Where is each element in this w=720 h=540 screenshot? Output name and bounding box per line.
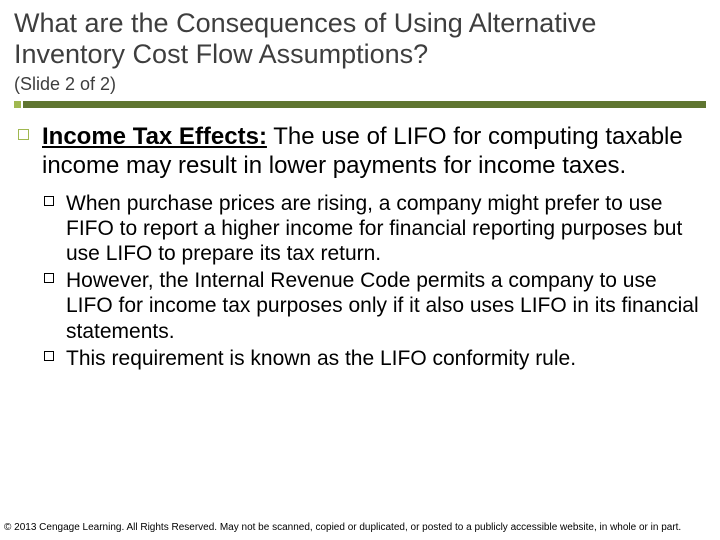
slide-subtitle: (Slide 2 of 2) xyxy=(14,74,706,95)
square-bullet-icon xyxy=(44,273,54,283)
l2-lead: However, xyxy=(66,269,154,292)
bullet-level2-group: When purchase prices are rising, a compa… xyxy=(42,191,700,371)
l1-lead: Income Tax Effects: xyxy=(42,123,267,150)
square-bullet-icon xyxy=(18,129,29,140)
l2-rest: purchase prices are rising, a company mi… xyxy=(66,192,682,265)
l2-lead: When xyxy=(66,192,121,215)
square-bullet-icon xyxy=(44,351,54,361)
copyright-footer: © 2013 Cengage Learning. All Rights Rese… xyxy=(4,522,716,534)
slide: What are the Consequences of Using Alter… xyxy=(0,0,720,540)
accent-square xyxy=(14,101,21,108)
accent-bar xyxy=(14,101,706,108)
slide-body: Income Tax Effects: The use of LIFO for … xyxy=(14,122,706,371)
bullet-level2: When purchase prices are rising, a compa… xyxy=(66,191,700,267)
square-bullet-icon xyxy=(44,196,54,206)
accent-stripe xyxy=(23,101,706,108)
l2-rest: the Internal Revenue Code permits a comp… xyxy=(66,269,699,342)
bullet-level1: Income Tax Effects: The use of LIFO for … xyxy=(42,122,700,181)
bullet-level2: However, the Internal Revenue Code permi… xyxy=(66,268,700,344)
l2-lead: This xyxy=(66,347,106,370)
bullet-level2: This requirement is known as the LIFO co… xyxy=(66,346,700,371)
slide-title: What are the Consequences of Using Alter… xyxy=(14,8,706,70)
l2-rest: requirement is known as the LIFO conform… xyxy=(106,347,576,370)
